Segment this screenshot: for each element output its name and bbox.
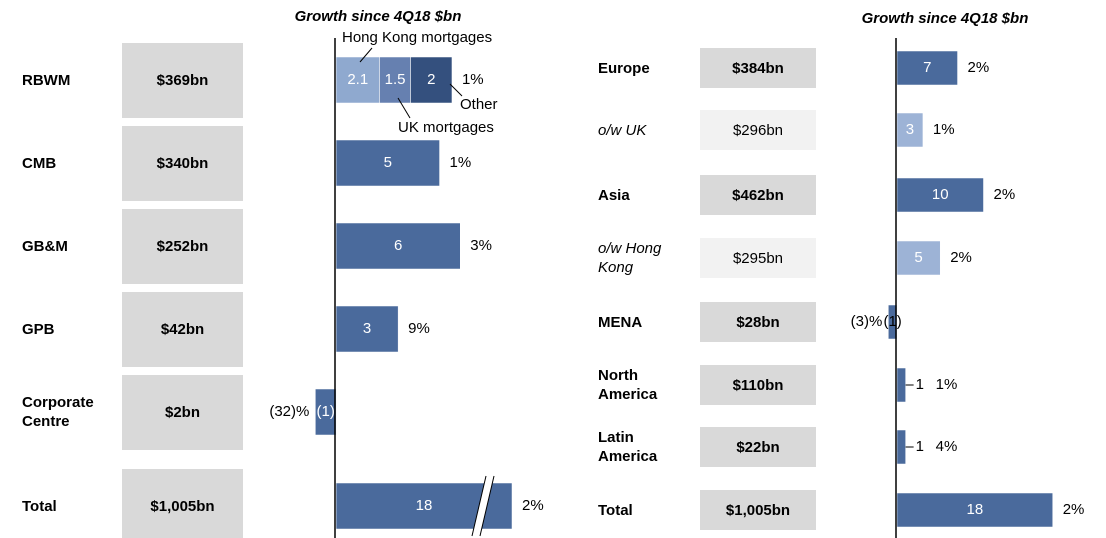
axis-break bbox=[479, 475, 495, 537]
balance-box: $110bn bbox=[700, 365, 816, 405]
percent-label: 2% bbox=[1063, 501, 1085, 518]
row-label: o/w Hong Kong bbox=[598, 240, 662, 276]
balance-box: $28bn bbox=[700, 302, 816, 342]
row-label: Total bbox=[22, 497, 57, 515]
balance-box: $369bn bbox=[122, 42, 243, 118]
value-label: 2.1 bbox=[347, 71, 368, 88]
row-label: Europe bbox=[598, 59, 650, 77]
axis-break bbox=[472, 476, 494, 536]
panel-title: Growth since 4Q18 $bn bbox=[861, 10, 1029, 27]
bar-segment bbox=[888, 304, 898, 340]
row-label: CMB bbox=[22, 154, 57, 172]
axis-break bbox=[471, 475, 487, 537]
percent-label: 4% bbox=[936, 438, 958, 455]
row-label: GB&M bbox=[22, 237, 68, 255]
bar-segment bbox=[896, 429, 906, 465]
row-label: RBWM bbox=[22, 71, 71, 89]
value-label: 10 bbox=[932, 186, 949, 203]
bar-segment bbox=[335, 56, 380, 104]
row-label: Total bbox=[598, 501, 633, 519]
balance-box: $296bn bbox=[700, 110, 816, 150]
percent-label: (3)% bbox=[851, 313, 883, 330]
bar-segment bbox=[335, 222, 461, 270]
bar-segment bbox=[335, 139, 440, 187]
bar-segment bbox=[896, 177, 984, 213]
value-label: 3 bbox=[363, 320, 371, 337]
balance-box: $22bn bbox=[700, 427, 816, 467]
row-label: MENA bbox=[598, 313, 643, 331]
row-label: o/w UK bbox=[598, 121, 647, 139]
percent-label: 2% bbox=[522, 497, 544, 514]
row-label: Latin America bbox=[598, 429, 658, 465]
annotation-leader bbox=[397, 97, 411, 119]
value-label: 7 bbox=[923, 59, 931, 76]
percent-label: 1% bbox=[450, 154, 472, 171]
bar-segment bbox=[896, 492, 1053, 528]
bar-segment bbox=[896, 112, 924, 148]
balance-box: $2bn bbox=[122, 374, 243, 450]
segment-name: UK mortgages bbox=[398, 119, 494, 136]
segment-name: Hong Kong mortgages bbox=[342, 29, 492, 46]
percent-label: 3% bbox=[470, 237, 492, 254]
annotation-leader bbox=[449, 83, 463, 97]
value-label: 18 bbox=[966, 501, 983, 518]
percent-label: 1% bbox=[933, 121, 955, 138]
percent-label: 1% bbox=[462, 71, 484, 88]
balance-box: $42bn bbox=[122, 291, 243, 367]
balance-box: $1,005bn bbox=[122, 468, 243, 538]
row-label: Corporate Centre bbox=[22, 394, 94, 430]
value-label: 18 bbox=[416, 497, 433, 514]
bar-segment bbox=[315, 388, 337, 436]
balance-box: $252bn bbox=[122, 208, 243, 284]
segment-name: Other bbox=[460, 96, 498, 113]
balance-box: $462bn bbox=[700, 175, 816, 215]
percent-label: (32)% bbox=[269, 403, 309, 420]
bar-segment bbox=[896, 367, 906, 403]
bar-segment bbox=[896, 50, 958, 86]
percent-label: 1% bbox=[936, 376, 958, 393]
percent-label: 2% bbox=[993, 186, 1015, 203]
bar-segment bbox=[896, 240, 941, 276]
row-label: North America bbox=[598, 367, 658, 403]
balance-box: $295bn bbox=[700, 238, 816, 278]
value-label: 3 bbox=[906, 121, 914, 138]
value-label: (1) bbox=[883, 313, 901, 330]
percent-label: 2% bbox=[950, 249, 972, 266]
value-label: 1 bbox=[916, 376, 924, 393]
value-label: 5 bbox=[914, 249, 922, 266]
panel-title: Growth since 4Q18 $bn bbox=[294, 8, 462, 25]
bar-segment bbox=[410, 56, 453, 104]
balance-box: $1,005bn bbox=[700, 490, 816, 530]
value-label: (1) bbox=[317, 403, 335, 420]
value-label: 1 bbox=[916, 438, 924, 455]
percent-label: 9% bbox=[408, 320, 430, 337]
annotation-leader bbox=[359, 47, 373, 63]
value-label: 5 bbox=[384, 154, 392, 171]
bar-segment bbox=[379, 56, 411, 104]
value-label: 1.5 bbox=[385, 71, 406, 88]
row-label: GPB bbox=[22, 320, 55, 338]
bar-segment bbox=[335, 305, 399, 353]
percent-label: 2% bbox=[968, 59, 990, 76]
balance-box: $340bn bbox=[122, 125, 243, 201]
balance-box: $384bn bbox=[700, 48, 816, 88]
value-label: 2 bbox=[427, 71, 435, 88]
value-label: 6 bbox=[394, 237, 402, 254]
row-label: Asia bbox=[598, 186, 630, 204]
